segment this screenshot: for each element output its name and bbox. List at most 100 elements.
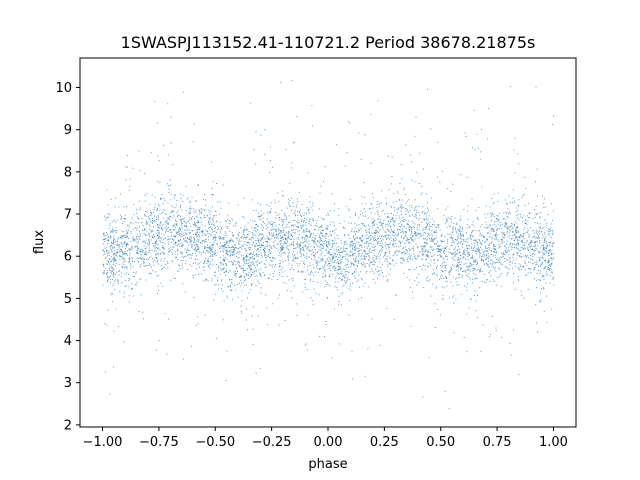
data-point bbox=[240, 268, 242, 269]
data-point bbox=[409, 242, 411, 244]
data-point bbox=[511, 238, 512, 240]
data-point bbox=[146, 234, 148, 236]
data-point bbox=[527, 217, 529, 219]
data-point bbox=[156, 210, 158, 212]
data-point bbox=[472, 147, 473, 149]
data-point bbox=[536, 240, 538, 242]
data-point bbox=[197, 184, 199, 186]
data-point bbox=[505, 243, 507, 245]
data-point bbox=[390, 239, 392, 241]
data-point bbox=[296, 252, 298, 254]
data-point bbox=[143, 233, 145, 235]
data-point bbox=[475, 277, 477, 279]
data-point bbox=[107, 216, 109, 218]
data-point bbox=[371, 232, 373, 234]
data-point bbox=[117, 280, 119, 282]
data-point bbox=[255, 246, 257, 248]
data-point bbox=[340, 261, 342, 263]
data-point bbox=[115, 243, 117, 245]
data-point bbox=[530, 272, 532, 273]
data-point bbox=[113, 246, 115, 248]
data-point bbox=[296, 303, 298, 305]
data-point bbox=[218, 265, 220, 267]
data-point bbox=[536, 260, 538, 262]
data-point bbox=[414, 215, 415, 217]
data-point bbox=[343, 241, 345, 243]
data-point bbox=[428, 280, 430, 282]
data-point bbox=[411, 232, 413, 234]
data-point bbox=[486, 263, 488, 265]
data-point bbox=[252, 237, 253, 238]
data-point bbox=[196, 240, 198, 242]
data-point bbox=[466, 283, 468, 285]
data-point bbox=[129, 185, 131, 187]
data-point bbox=[464, 254, 466, 256]
data-point bbox=[356, 265, 358, 267]
data-point bbox=[545, 240, 547, 242]
data-point bbox=[470, 235, 472, 237]
data-point bbox=[440, 240, 442, 242]
data-point bbox=[146, 230, 148, 232]
data-point bbox=[249, 249, 250, 251]
data-point bbox=[281, 244, 283, 246]
data-point bbox=[157, 247, 159, 249]
data-point bbox=[438, 227, 439, 228]
data-point bbox=[406, 276, 408, 278]
data-point bbox=[376, 241, 378, 243]
data-point bbox=[333, 249, 335, 251]
data-point bbox=[198, 247, 200, 249]
data-point bbox=[394, 220, 396, 222]
data-point bbox=[516, 214, 518, 216]
data-point bbox=[106, 253, 108, 255]
data-point bbox=[209, 267, 211, 269]
data-point bbox=[192, 277, 194, 278]
data-point bbox=[521, 295, 523, 297]
data-point bbox=[462, 246, 464, 248]
data-point bbox=[551, 254, 553, 256]
data-point bbox=[317, 260, 319, 262]
data-point bbox=[326, 233, 328, 235]
data-point bbox=[139, 278, 141, 280]
data-point bbox=[504, 237, 506, 239]
data-point bbox=[443, 240, 445, 242]
data-point bbox=[163, 252, 165, 254]
data-point bbox=[525, 257, 527, 258]
data-point bbox=[324, 264, 326, 266]
data-point bbox=[230, 271, 231, 273]
data-point bbox=[363, 224, 365, 226]
data-point bbox=[483, 253, 485, 255]
data-point bbox=[208, 239, 209, 241]
data-point bbox=[428, 229, 430, 231]
data-point bbox=[107, 243, 109, 244]
data-point bbox=[315, 224, 317, 226]
data-point bbox=[343, 220, 345, 222]
data-point bbox=[474, 250, 476, 252]
data-point bbox=[301, 227, 303, 229]
data-point bbox=[425, 250, 427, 252]
data-point bbox=[189, 232, 191, 234]
data-point bbox=[225, 249, 227, 251]
data-point bbox=[178, 233, 180, 235]
data-point bbox=[231, 279, 233, 280]
data-point bbox=[286, 238, 288, 240]
data-point bbox=[457, 236, 458, 238]
data-point bbox=[223, 245, 225, 247]
data-point bbox=[307, 231, 309, 232]
data-point bbox=[188, 222, 190, 224]
data-point bbox=[358, 260, 359, 262]
data-point bbox=[298, 237, 299, 239]
data-point bbox=[114, 258, 116, 260]
data-point bbox=[517, 248, 519, 250]
data-point bbox=[402, 225, 404, 227]
data-point bbox=[318, 257, 320, 258]
data-point bbox=[333, 221, 335, 223]
data-point bbox=[551, 264, 553, 266]
data-point bbox=[267, 223, 269, 225]
data-point bbox=[269, 146, 271, 148]
data-point bbox=[113, 235, 115, 237]
data-point bbox=[167, 103, 169, 105]
data-point bbox=[390, 219, 392, 220]
data-point bbox=[445, 264, 447, 266]
data-point bbox=[454, 255, 456, 257]
data-point bbox=[416, 209, 418, 211]
